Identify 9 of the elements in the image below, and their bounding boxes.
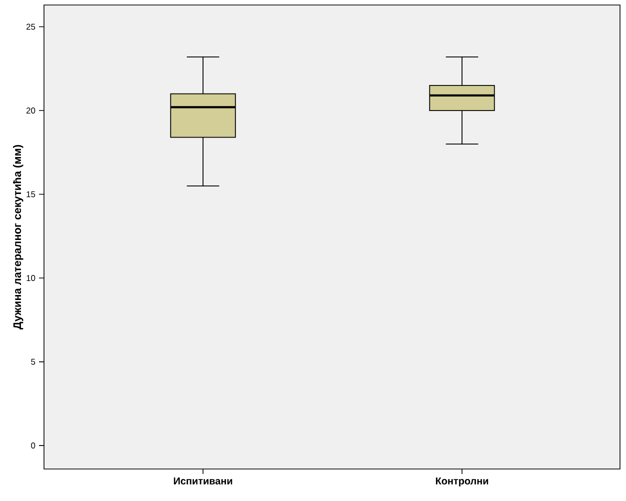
- y-tick-label: 5: [31, 358, 36, 365]
- x-tick-label: Контролни: [436, 478, 488, 486]
- y-tick-label: 0: [31, 442, 36, 449]
- y-tick-label: 10: [26, 275, 36, 282]
- x-tick-label: Испитивани: [174, 478, 232, 484]
- y-tick-label: 15: [26, 191, 36, 198]
- y-axis-title: Дужина латералног секутића (мм): [13, 145, 24, 330]
- y-tick-label: 20: [26, 108, 36, 114]
- y-tick-label: 25: [26, 24, 36, 30]
